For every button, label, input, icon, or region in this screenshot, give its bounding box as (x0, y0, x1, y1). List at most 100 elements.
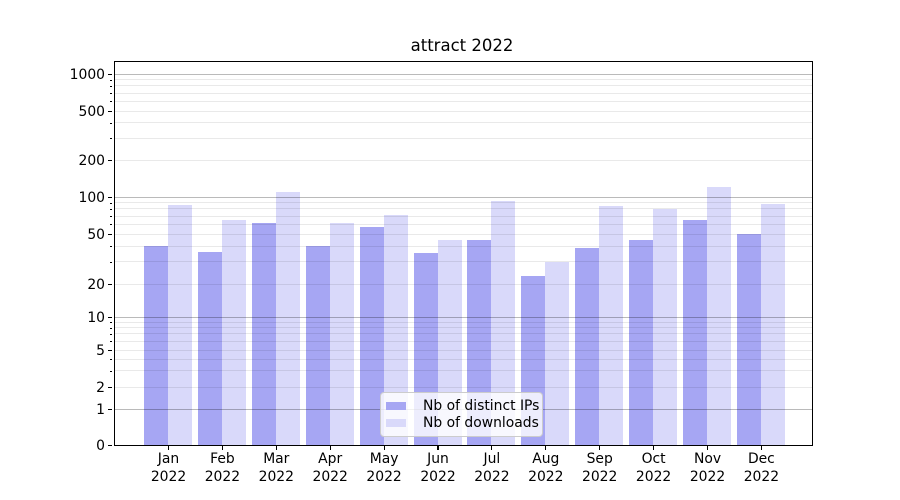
xtick-mark-apr (329, 445, 331, 450)
ytick-minor-mark (109, 79, 112, 81)
xtick-mark-jul (491, 445, 493, 450)
ytick-minor-mark (109, 387, 112, 388)
gridline-70 (114, 215, 812, 217)
bar-mar-ips (251, 223, 276, 445)
xtick-mark-jan (167, 445, 170, 450)
ytick-mark (108, 74, 112, 76)
xtick-mark-oct (653, 445, 655, 450)
gridline-90 (114, 202, 812, 204)
ytick-minor-mark (109, 246, 112, 248)
ytick-label-2: 2 (96, 379, 105, 396)
gridline-900 (114, 79, 812, 81)
legend-label-distinct-ips: Nb of distinct IPs (423, 398, 540, 414)
ytick-minor-mark (109, 216, 112, 218)
ytick-label-1000: 1000 (69, 66, 105, 83)
bar-oct-ips (629, 239, 654, 445)
bar-aug-downloads (545, 261, 570, 445)
bar-dec-downloads (760, 204, 785, 445)
gridline-8 (114, 327, 812, 329)
xtick-mark-jun (437, 445, 439, 450)
ytick-mark (108, 445, 112, 447)
bar-sep-ips (575, 247, 600, 445)
ytick-minor-mark (109, 224, 112, 226)
ytick-minor-mark (109, 341, 112, 343)
gridline-4 (114, 358, 812, 360)
gridline-20 (114, 283, 812, 285)
ytick-mark (108, 197, 112, 199)
bar-apr-downloads (329, 223, 354, 445)
bar-may-ips (359, 227, 384, 445)
gridline-3 (114, 370, 812, 372)
bar-feb-downloads (221, 219, 246, 445)
ytick-minor-mark (109, 370, 112, 372)
legend-entry-downloads: Nb of downloads (386, 415, 539, 432)
bar-oct-downloads (653, 208, 678, 445)
ytick-minor-mark (109, 85, 112, 87)
legend: Nb of distinct IPs Nb of downloads (380, 391, 543, 437)
ytick-minor-mark (109, 333, 112, 335)
xtick-label-dec: Dec 2022 (743, 451, 780, 485)
gridline-80 (114, 208, 812, 210)
ytick-minor-mark (109, 261, 112, 263)
gridline-5 (114, 349, 812, 351)
ytick-label-0: 0 (96, 437, 105, 454)
ytick-minor-mark (109, 284, 112, 285)
ytick-minor-mark (109, 359, 112, 360)
bar-feb-ips (197, 251, 222, 445)
bar-nov-downloads (707, 187, 731, 445)
xtick-mark-nov (706, 445, 709, 450)
legend-swatch-downloads (386, 419, 406, 427)
chart-title: attract 2022 (410, 36, 514, 55)
xtick-label-apr: Apr 2022 (312, 451, 348, 485)
bar-jan-downloads (168, 205, 192, 445)
gridline-30 (114, 261, 812, 263)
gridline-500 (114, 110, 812, 112)
gridline-1000 (114, 73, 812, 75)
ytick-minor-mark (109, 101, 112, 103)
bar-nov-ips (683, 219, 707, 445)
ytick-minor-mark (109, 160, 112, 161)
ytick-minor-mark (109, 327, 112, 329)
legend-swatch-distinct-ips (386, 402, 406, 410)
xtick-label-jun: Jun 2022 (420, 451, 456, 485)
gridline-2 (114, 386, 812, 388)
ytick-minor-mark (109, 202, 112, 204)
bar-mar-downloads (275, 191, 300, 445)
gridline-300 (114, 137, 812, 139)
ytick-minor-mark (109, 234, 112, 235)
gridline-7 (114, 333, 812, 335)
bar-jan-ips (144, 246, 168, 445)
xtick-mark-feb (221, 445, 223, 450)
xtick-mark-aug (545, 445, 547, 450)
ytick-minor-mark (109, 93, 112, 95)
ytick-label-10: 10 (87, 309, 105, 326)
gridline-6 (114, 340, 812, 342)
ytick-label-20: 20 (87, 276, 105, 293)
xtick-mark-sep (599, 445, 601, 450)
ytick-minor-mark (109, 208, 112, 210)
gridline-50 (114, 233, 812, 235)
ytick-label-200: 200 (78, 152, 105, 169)
ytick-minor-mark (109, 350, 112, 351)
xtick-label-jan: Jan 2022 (150, 451, 187, 485)
xtick-mark-dec (760, 445, 762, 450)
gridline-9 (114, 321, 812, 323)
ytick-mark (108, 317, 112, 319)
grid-layer (114, 62, 812, 446)
gridline-800 (114, 85, 812, 87)
legend-entry-distinct-ips: Nb of distinct IPs (386, 398, 539, 415)
gridline-700 (114, 92, 812, 94)
xtick-label-mar: Mar 2022 (258, 451, 294, 485)
ytick-label-1: 1 (96, 401, 105, 418)
legend-label-downloads: Nb of downloads (423, 415, 539, 431)
gridline-400 (114, 122, 812, 124)
xtick-label-jul: Jul 2022 (474, 451, 510, 485)
xtick-label-feb: Feb 2022 (204, 451, 241, 485)
gridline-600 (114, 100, 812, 102)
xtick-label-nov: Nov 2022 (689, 451, 726, 485)
ytick-label-50: 50 (87, 226, 105, 243)
ytick-label-100: 100 (78, 189, 105, 206)
gridline-200 (114, 159, 812, 161)
ytick-label-500: 500 (78, 103, 105, 120)
